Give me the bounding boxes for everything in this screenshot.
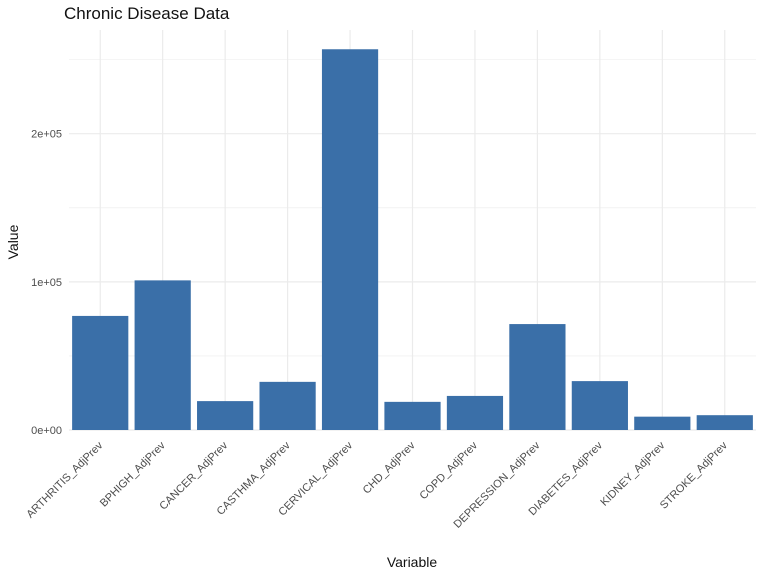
x-tick-label: COPD_AdjPrev [418, 439, 481, 502]
x-axis-title: Variable [387, 554, 438, 570]
x-tick-label: BPHIGH_AdjPrev [98, 439, 168, 509]
x-tick-label: ARTHRITIS_AdjPrev [24, 439, 105, 520]
y-tick-label: 0e+00 [31, 425, 62, 437]
x-tick-label: STROKE_AdjPrev [658, 439, 730, 511]
y-tick-label: 2e+05 [31, 129, 62, 141]
y-tick-label: 1e+05 [31, 277, 62, 289]
bar [259, 381, 316, 430]
bar [446, 395, 504, 430]
bar [634, 416, 691, 430]
y-ticks: 0e+00 1e+05 2e+05 [31, 129, 62, 437]
chart-title: Chronic Disease Data [64, 4, 230, 23]
bar [696, 415, 753, 430]
bar [571, 381, 628, 430]
bar [509, 324, 566, 430]
x-tick-label: CHD_AdjPrev [361, 439, 418, 496]
bar [321, 49, 379, 431]
bar [384, 401, 441, 430]
y-axis-title: Value [5, 224, 21, 259]
bar [197, 401, 254, 430]
x-tick-label: CANCER_AdjPrev [157, 439, 230, 512]
bar [72, 315, 129, 430]
x-tick-label: KIDNEY_AdjPrev [598, 439, 667, 508]
bar [134, 280, 191, 430]
bars [72, 49, 753, 431]
x-ticks: ARTHRITIS_AdjPrevBPHIGH_AdjPrevCANCER_Ad… [24, 439, 730, 530]
